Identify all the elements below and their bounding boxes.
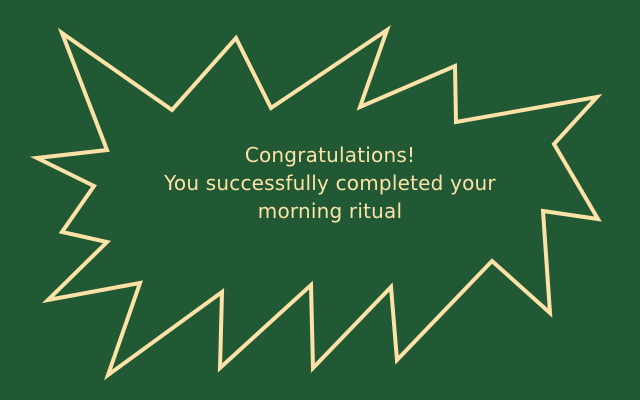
message-title: Congratulations! [244, 143, 416, 167]
message-line-3: morning ritual [257, 199, 403, 223]
completion-message: Congratulations! You successfully comple… [120, 141, 540, 225]
message-line-2: You successfully completed your [164, 171, 496, 195]
